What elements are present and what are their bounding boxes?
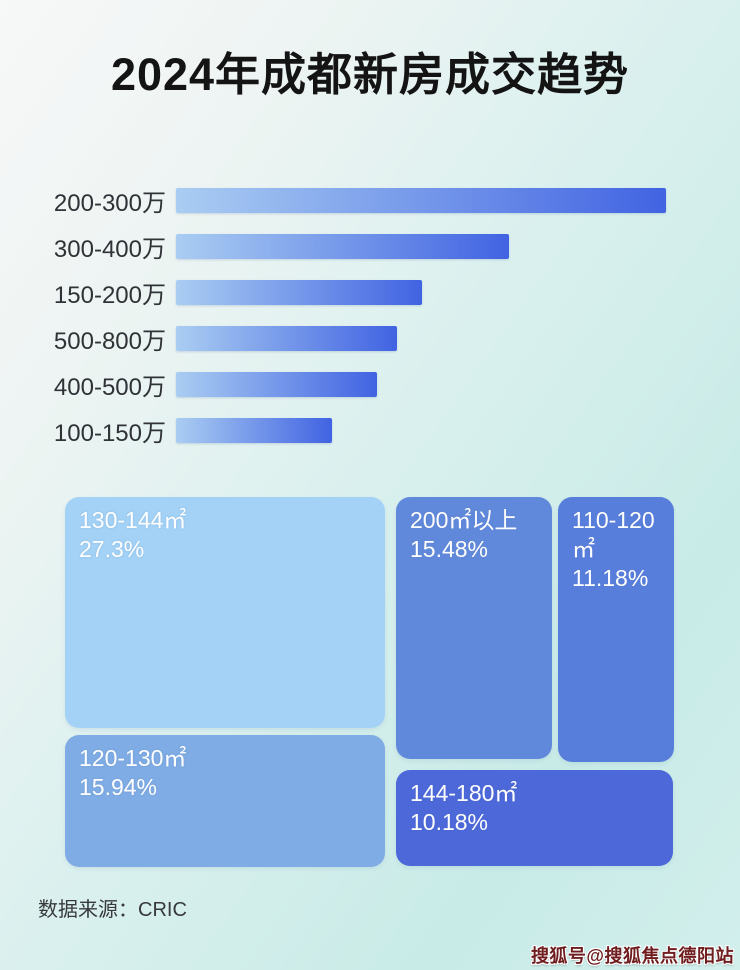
bar-row: 200-300万 [38, 188, 702, 217]
bar-fill [176, 234, 510, 259]
treemap-block: 120-130㎡ 15.94% [65, 735, 385, 867]
bar-category-label: 300-400万 [53, 236, 166, 263]
bar-fill [176, 326, 397, 351]
treemap-block: 144-180㎡ 10.18% [396, 770, 673, 866]
bar-track [176, 326, 666, 351]
page-title: 2024年成都新房成交趋势 [110, 49, 630, 100]
bar-row: 300-400万 [38, 234, 702, 263]
bar-track [176, 372, 666, 397]
treemap-percent-value: 15.94% [79, 773, 158, 800]
treemap-percent-value: 27.3% [79, 535, 145, 562]
treemap-area-label: 120-130㎡ [79, 745, 187, 771]
bar-track [176, 418, 666, 443]
bar-track [176, 280, 666, 305]
treemap-percent-value: 11.18% [572, 564, 649, 591]
bar-row: 100-150万 [38, 418, 702, 447]
bar-category-label: 150-200万 [53, 282, 166, 309]
bar-row: 150-200万 [38, 280, 702, 309]
treemap-area-label: 200㎡以上 [410, 507, 518, 533]
bar-category-label: 100-150万 [53, 420, 166, 447]
treemap-area-label: 144-180㎡ [410, 780, 518, 806]
bar-fill [176, 188, 666, 213]
treemap-percent-value: 15.48% [410, 535, 489, 562]
treemap-block: 110-120㎡ 11.18% [558, 497, 674, 762]
treemap-block: 130-144㎡ 27.3% [65, 497, 385, 728]
bar-category-label: 400-500万 [53, 374, 166, 401]
treemap-area-label: 110-120㎡ [572, 507, 655, 562]
bar-row: 400-500万 [38, 372, 702, 401]
treemap-area-label: 130-144㎡ [79, 507, 187, 533]
bar-row: 500-800万 [38, 326, 702, 355]
price-range-bar-chart: 200-300万 300-400万 150-200万 500-800万 400-500万… [38, 188, 702, 464]
bar-track [176, 234, 666, 259]
bar-track [176, 188, 666, 213]
watermark-text: 搜狐号@搜狐焦点德阳站 [530, 946, 734, 966]
bar-fill [176, 372, 378, 397]
treemap-block: 200㎡以上 15.48% [396, 497, 552, 759]
bar-category-label: 500-800万 [53, 328, 166, 355]
bar-category-label: 200-300万 [53, 190, 166, 217]
data-source-note: 数据来源：CRIC [38, 899, 187, 921]
treemap-percent-value: 10.18% [410, 808, 489, 835]
bar-fill [176, 418, 332, 443]
bar-fill [176, 280, 423, 305]
